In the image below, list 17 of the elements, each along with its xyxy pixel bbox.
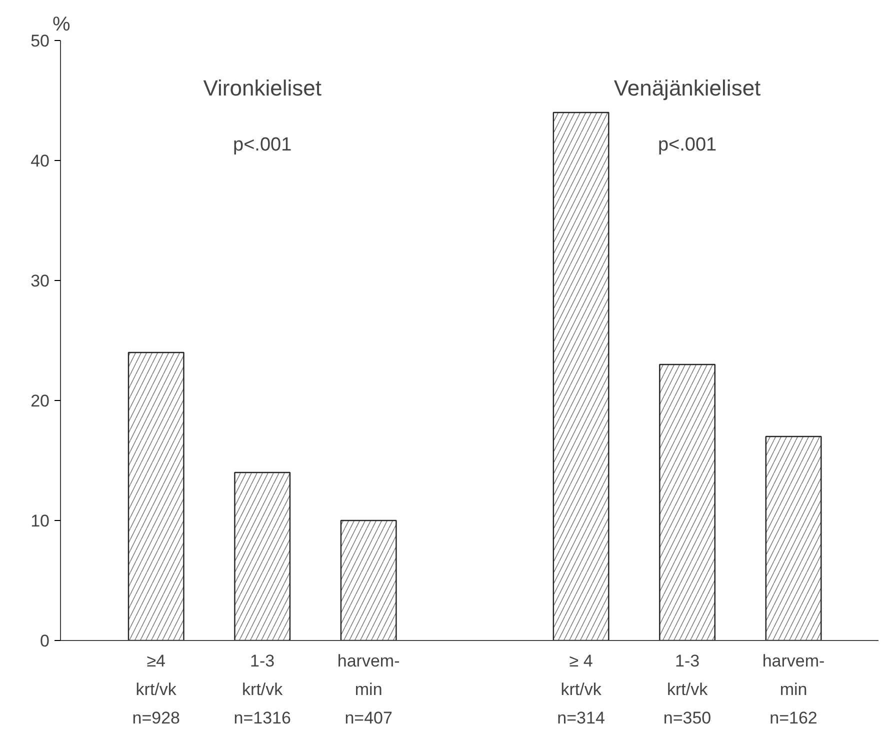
annotation: Venäjänkieliset (614, 76, 761, 100)
annotation: Vironkieliset (203, 76, 322, 100)
x-tick-label: harvem- min n=162 (762, 652, 825, 728)
x-tick-label: 1-3 krt/vk n=1316 (234, 652, 291, 728)
x-tick-label: ≥4 krt/vk n=928 (132, 652, 180, 728)
x-tick-label: harvem- min n=407 (337, 652, 400, 728)
x-tick-label: ≥ 4 krt/vk n=314 (557, 652, 605, 728)
y-tick-label: 20 (30, 392, 50, 410)
y-axis-title: % (52, 14, 70, 36)
annotation: p<.001 (658, 134, 717, 156)
y-tick-label: 50 (30, 32, 50, 50)
annotation: p<.001 (233, 134, 292, 156)
y-tick-label: 10 (30, 512, 50, 530)
y-tick-label: 40 (30, 152, 50, 170)
y-tick-label: 0 (40, 632, 50, 650)
y-tick-label: 30 (30, 272, 50, 290)
x-tick-label: 1-3 krt/vk n=350 (663, 652, 712, 728)
